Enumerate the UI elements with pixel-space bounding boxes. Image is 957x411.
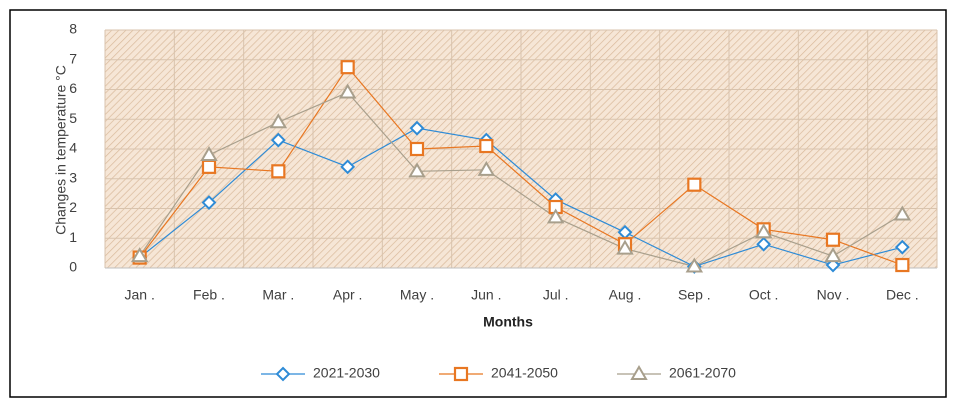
data-point [200, 145, 218, 161]
y-tick-label: 4 [69, 140, 77, 156]
x-tick-label: Oct . [749, 287, 779, 303]
legend-marker [275, 366, 291, 382]
x-tick-label: Apr . [333, 287, 363, 303]
y-tick-label: 6 [69, 80, 77, 96]
data-point [685, 257, 704, 273]
y-tick-label: 7 [69, 50, 77, 66]
data-point [408, 162, 426, 178]
x-tick-label: Dec . [886, 287, 919, 303]
data-point [895, 257, 910, 273]
data-point [271, 164, 286, 179]
x-tick-label: Aug . [609, 287, 642, 303]
x-tick-label: May . [400, 287, 434, 303]
x-axis-label: Months [483, 314, 533, 330]
data-point [270, 132, 286, 148]
y-tick-label: 0 [69, 259, 77, 275]
x-tick-label: Jan . [124, 287, 154, 303]
series-line [139, 91, 903, 268]
x-tick-label: Mar . [262, 287, 294, 303]
data-point [756, 236, 772, 252]
data-point [201, 159, 217, 174]
data-point [616, 239, 634, 255]
data-point [687, 177, 702, 192]
y-tick-label: 3 [69, 169, 77, 185]
y-tick-label: 8 [69, 21, 77, 37]
legend-marker [630, 365, 648, 380]
y-tick-label: 2 [69, 199, 77, 215]
series-line [139, 66, 903, 266]
data-point [201, 195, 217, 210]
data-point [409, 120, 425, 136]
data-point [546, 208, 565, 224]
data-point [340, 60, 355, 75]
data-point [824, 247, 842, 263]
x-tick-label: Jun . [471, 287, 501, 303]
x-tick-label: Nov . [817, 287, 850, 303]
x-tick-label: Jul . [543, 287, 569, 303]
x-tick-label: Feb . [193, 287, 225, 303]
data-point [340, 159, 356, 175]
data-point [754, 223, 773, 239]
legend-label: 2061-2070 [669, 365, 736, 381]
y-tick-label: 5 [69, 110, 77, 126]
data-point [338, 83, 357, 99]
data-point [894, 239, 910, 255]
legend-label: 2021-2030 [313, 365, 380, 381]
data-point [269, 113, 288, 129]
series-line [139, 127, 903, 268]
data-point [825, 232, 841, 247]
y-tick-label: 1 [69, 229, 77, 245]
x-tick-label: Sep . [678, 287, 711, 303]
legend-marker [453, 366, 469, 382]
data-point [477, 160, 496, 176]
legend-label: 2041-2050 [491, 365, 558, 381]
y-axis-label: Changes in temperature °C [53, 65, 69, 235]
data-point [893, 205, 912, 221]
data-point [409, 141, 425, 157]
data-point [130, 247, 149, 263]
data-point [479, 138, 494, 154]
